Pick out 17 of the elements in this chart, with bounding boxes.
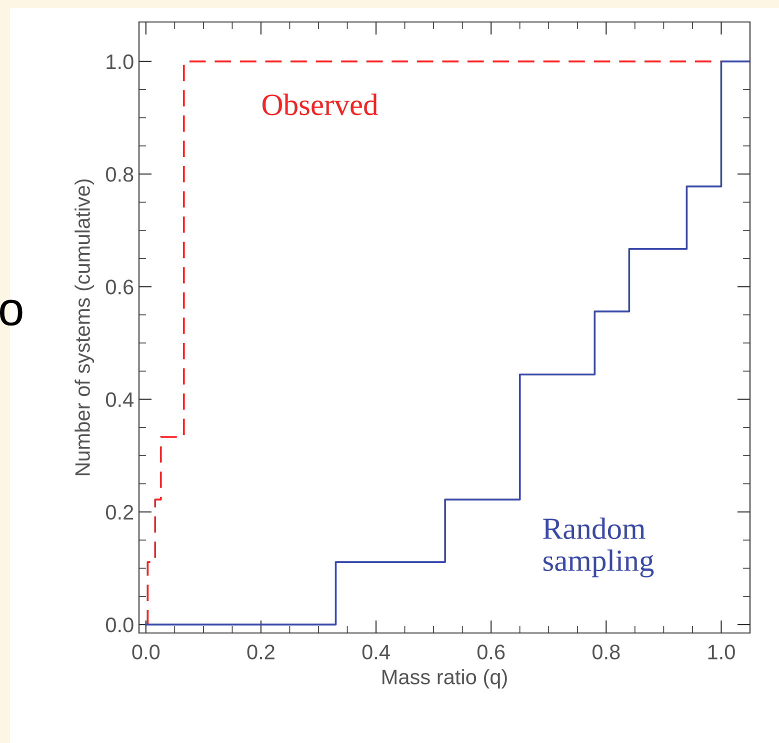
y-axis-title: Number of systems (cumulative) <box>74 179 94 476</box>
y-tick-label: 0.8 <box>106 167 134 182</box>
x-tick-label: 0.4 <box>362 644 390 660</box>
x-tick-label: 0.2 <box>247 644 274 660</box>
x-tick-label: 0.0 <box>132 644 160 660</box>
y-tick-label: 1.0 <box>106 54 134 70</box>
x-tick-label: 1.0 <box>708 644 735 660</box>
x-tick-label: 0.8 <box>592 644 620 660</box>
x-tick-label: 0.6 <box>477 644 505 660</box>
text: o <box>0 300 22 326</box>
x-axis-title: Mass ratio (q) <box>382 669 507 689</box>
series-label: Random sampling <box>543 518 654 578</box>
y-tick-label: 0.4 <box>106 392 134 408</box>
series-label: Observed <box>262 94 378 116</box>
y-tick-label: 0.0 <box>106 618 134 632</box>
y-tick-label: 0.2 <box>106 504 134 520</box>
y-tick-label: 0.6 <box>106 280 134 294</box>
